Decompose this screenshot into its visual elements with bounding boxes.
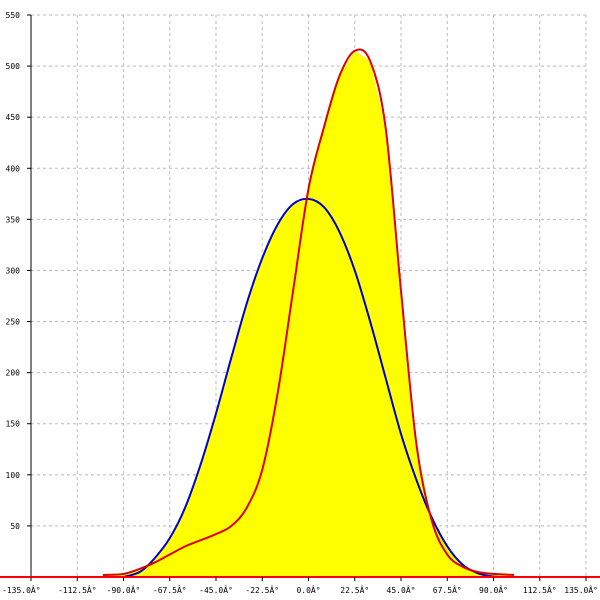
x-tick-label: -67.5Â° bbox=[153, 584, 187, 595]
x-tick-label: 67.5Â° bbox=[433, 584, 462, 595]
x-tick-label: 22.5Â° bbox=[340, 584, 369, 595]
y-tick-label: 400 bbox=[6, 164, 21, 173]
x-tick-label: 135.0Â° bbox=[564, 584, 598, 595]
x-tick-label: -45.0Â° bbox=[199, 584, 233, 595]
x-tick-label: 45.0Â° bbox=[387, 584, 416, 595]
series-line-1 bbox=[123, 197, 500, 578]
x-tick-label: 90.0Â° bbox=[479, 584, 508, 595]
y-tick-label: 250 bbox=[6, 318, 21, 327]
series-lines bbox=[102, 48, 515, 578]
y-tick-label: 200 bbox=[6, 369, 21, 378]
y-tick-label: 150 bbox=[6, 420, 21, 429]
y-tick-label: 50 bbox=[10, 522, 20, 531]
y-tick-label: 350 bbox=[6, 215, 21, 224]
filled-area bbox=[102, 50, 515, 577]
y-tick-label: 500 bbox=[6, 62, 21, 71]
y-tick-label: 550 bbox=[6, 11, 21, 20]
y-tick-label: 100 bbox=[6, 471, 21, 480]
x-tick-label: -22.5Â° bbox=[245, 584, 279, 595]
x-ticks: -135.0Â° -112.5Â° -90.0Â° -67.5Â° -45.0Â° -22… bbox=[2, 577, 598, 595]
y-tick-label: 300 bbox=[6, 266, 21, 275]
x-tick-label: 0.0Â° bbox=[296, 584, 320, 595]
x-tick-label: 112.5Â° bbox=[523, 584, 557, 595]
x-tick-label: -112.5Â° bbox=[58, 584, 97, 595]
series-line-2 bbox=[102, 48, 515, 576]
y-tick-label: 450 bbox=[6, 113, 21, 122]
y-ticks: 50 100 150 200 250 300 350 400 450 500 550 bbox=[6, 11, 31, 531]
x-tick-label: -90.0Â° bbox=[107, 584, 141, 595]
x-tick-label: -135.0Â° bbox=[2, 584, 41, 595]
